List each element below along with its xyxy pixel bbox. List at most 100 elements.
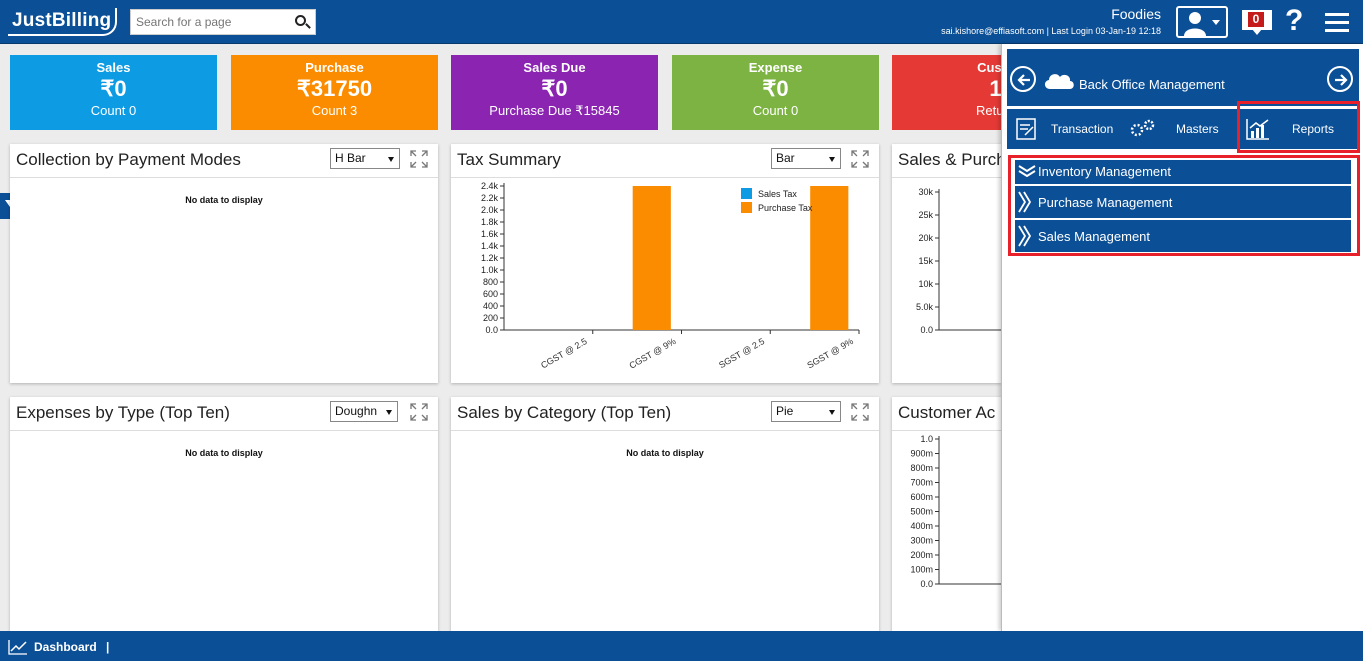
- tab-masters[interactable]: Masters: [1125, 109, 1233, 149]
- footer-dashboard-link[interactable]: Dashboard |: [34, 640, 110, 654]
- menu-inventory-management[interactable]: Inventory Management: [1015, 160, 1351, 184]
- sales-purchase-panel: Sales & Purch 0.0 5.0k 10k 15k 20k 25k 30k: [892, 144, 1001, 383]
- kpi-card-customer[interactable]: Custo 1 Return: [892, 55, 1001, 130]
- y-tick-label: 2.0k: [481, 205, 499, 215]
- kpi-sub: Return: [975, 103, 1001, 118]
- kpi-value: 1: [989, 76, 1001, 101]
- app-logo[interactable]: JustBilling: [8, 8, 118, 36]
- x-tick-label: SGST @ 2.5: [717, 336, 766, 370]
- kpi-card-expense[interactable]: Expense ₹0 Count 0: [672, 55, 879, 130]
- customer-chart: 0.0 100m 200m 300m 400m 500m 600m 700m 800m 900m 1…: [910, 434, 1001, 589]
- y-tick-label: 25k: [918, 210, 933, 220]
- x-tick-label: CGST @ 9%: [627, 336, 677, 371]
- tab-transaction[interactable]: Transaction: [1013, 109, 1121, 149]
- y-tick-label: 300m: [910, 536, 933, 546]
- gear-icon: [1130, 119, 1155, 137]
- help-button[interactable]: ?: [1285, 4, 1304, 37]
- panel-title: Expenses by Type (Top Ten): [16, 403, 230, 422]
- legend-swatch: [741, 202, 752, 213]
- y-tick-label: 500m: [910, 507, 933, 517]
- cloud-icon: [1044, 74, 1074, 89]
- notification-count: 0: [1248, 12, 1264, 27]
- drawer-title: Back Office Management: [1079, 77, 1225, 92]
- menu-purchase-management[interactable]: Purchase Management: [1015, 186, 1351, 218]
- kpi-value: ₹0: [541, 76, 568, 101]
- chevron-down-double-icon: [1018, 165, 1036, 177]
- kpi-title: Expense: [748, 60, 803, 75]
- search-input[interactable]: [131, 10, 281, 34]
- y-tick-label: 200: [483, 313, 498, 323]
- tax-summary-panel: Tax Summary Bar 0.0 200 400 600 800 1.0k 1.2k 1…: [451, 144, 879, 383]
- user-menu-button[interactable]: [1176, 6, 1228, 38]
- no-data-message: No data to display: [185, 195, 263, 205]
- hamburger-menu-icon[interactable]: [1325, 13, 1349, 33]
- bar[interactable]: [810, 186, 849, 330]
- expand-icon[interactable]: [410, 150, 428, 168]
- search-icon[interactable]: [295, 15, 306, 26]
- reports-chart-icon: [1246, 119, 1269, 140]
- kpi-title: Sales Due: [523, 60, 586, 75]
- y-tick-label: 30k: [918, 187, 933, 197]
- y-tick-label: 800m: [910, 463, 933, 473]
- y-tick-label: 10k: [918, 279, 933, 289]
- reports-highlight: [1237, 101, 1360, 153]
- y-tick-label: 0.0: [920, 579, 933, 589]
- y-tick-label: 200m: [910, 550, 933, 560]
- panel-title: Collection by Payment Modes: [16, 150, 241, 169]
- chart-type-select[interactable]: H Bar: [330, 148, 400, 169]
- panel-title: Customer Ac: [898, 403, 996, 422]
- kpi-value: ₹0: [100, 76, 127, 101]
- chart-type-select[interactable]: Pie: [771, 401, 841, 422]
- expenses-panel: Expenses by Type (Top Ten) Doughn No dat…: [10, 397, 438, 631]
- collection-panel: Collection by Payment Modes H Bar No dat…: [10, 144, 438, 383]
- y-tick-label: 20k: [918, 233, 933, 243]
- y-tick-label: 5.0k: [916, 302, 934, 312]
- no-data-message: No data to display: [185, 448, 263, 458]
- chart-type-select[interactable]: Doughn: [330, 401, 398, 422]
- y-tick-label: 700m: [910, 478, 933, 488]
- search-box[interactable]: [130, 9, 316, 35]
- expand-icon[interactable]: [851, 403, 869, 421]
- tax-summary-chart: 0.0 200 400 600 800 1.0k 1.2k 1.4k 1.6k 1.8k 2.0k 2…: [481, 181, 860, 371]
- tab-reports[interactable]: Reports: [1242, 109, 1352, 149]
- expand-icon[interactable]: [851, 150, 869, 168]
- y-tick-label: 1.0k: [481, 265, 499, 275]
- kpi-card-purchase[interactable]: Purchase ₹31750 Count 3: [231, 55, 438, 130]
- y-tick-label: 1.4k: [481, 241, 499, 251]
- kpi-card-sales-due[interactable]: Sales Due ₹0 Purchase Due ₹15845: [451, 55, 658, 130]
- user-icon: [1184, 12, 1206, 36]
- expand-icon[interactable]: [410, 403, 428, 421]
- chevron-down-icon: [1212, 20, 1220, 25]
- y-tick-label: 600: [483, 289, 498, 299]
- sales-purchase-chart: 0.0 5.0k 10k 15k 20k 25k 30k: [916, 187, 1001, 335]
- bar[interactable]: [632, 186, 671, 330]
- kpi-sub: Count 0: [752, 103, 799, 118]
- kpi-title: Purchase: [305, 60, 364, 75]
- login-info: sai.kishore@effiasoft.com | Last Login 0…: [941, 26, 1161, 36]
- panel-title: Sales & Purch: [898, 150, 1001, 169]
- forward-arrow-icon[interactable]: [1327, 66, 1353, 92]
- y-tick-label: 2.2k: [481, 193, 499, 203]
- chart-type-select[interactable]: Bar: [771, 148, 841, 169]
- back-arrow-icon[interactable]: [1010, 66, 1036, 92]
- back-office-drawer: Back Office Management Transaction Maste…: [1001, 44, 1363, 631]
- user-info: Foodies sai.kishore@effiasoft.com | Last…: [941, 6, 1161, 39]
- legend-label: Purchase Tax: [758, 203, 813, 213]
- panel-title: Sales by Category (Top Ten): [457, 403, 672, 422]
- drawer-header: Back Office Management: [1007, 49, 1359, 106]
- menu-sales-management[interactable]: Sales Management: [1015, 220, 1351, 252]
- y-tick-label: 600m: [910, 492, 933, 502]
- y-tick-label: 400m: [910, 521, 933, 531]
- y-tick-label: 1.0: [920, 434, 933, 444]
- menu-highlight: [1008, 155, 1360, 256]
- y-tick-label: 1.8k: [481, 217, 499, 227]
- y-tick-label: 100m: [910, 565, 933, 575]
- y-tick-label: 900m: [910, 449, 933, 459]
- dashboard-chart-icon: [8, 640, 27, 655]
- notifications-button[interactable]: 0: [1242, 10, 1274, 35]
- chevron-down-icon: [829, 410, 835, 415]
- y-tick-label: 1.6k: [481, 229, 499, 239]
- kpi-card-sales[interactable]: Sales ₹0 Count 0: [10, 55, 217, 130]
- y-tick-label: 800: [483, 277, 498, 287]
- chevron-right-double-icon: [1018, 191, 1032, 213]
